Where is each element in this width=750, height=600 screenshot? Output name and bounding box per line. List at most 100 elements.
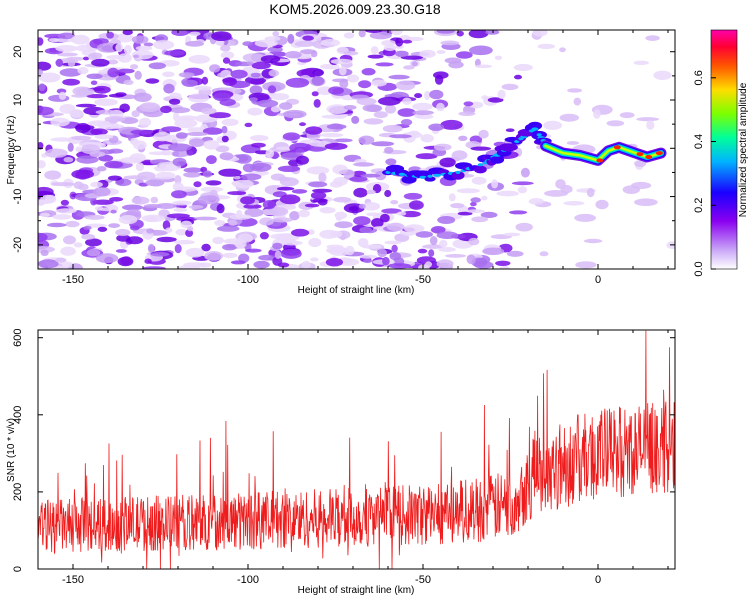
heatmap-blob [242,53,266,63]
heatmap-blob [515,222,533,232]
heatmap-blob [214,219,226,227]
heatmap-blob [118,215,138,225]
heatmap-blob [457,211,473,216]
heatmap-blob [328,86,344,95]
heatmap-blob [505,128,515,132]
heatmap-blob [291,189,308,194]
y-tick-label: -10 [12,189,24,205]
y-tick-label: 200 [12,483,24,501]
heatmap-blob [73,181,84,189]
heatmap-blob [116,234,131,242]
heatmap-blob [344,245,355,256]
heatmap-blob [320,132,344,138]
heatmap-blob [359,227,373,233]
heatmap-blob [63,235,76,245]
snr-y-axis-label: SNR (10 * v/v) [6,418,17,482]
heatmap-blob [76,87,95,96]
heatmap-blob [318,172,327,183]
heatmap-blob [276,186,295,191]
heatmap-blob [436,102,445,112]
heatmap-blob [168,98,181,105]
heatmap-blob [172,200,192,206]
heatmap-blob [383,44,397,52]
heatmap-blob [91,58,110,67]
heatmap-blob [188,31,201,36]
heatmap-blob [400,210,421,218]
heatmap-blob [71,135,92,141]
heatmap-blob [358,135,375,145]
heatmap-blob [310,191,327,200]
heatmap-blob [645,35,660,41]
heatmap-blob [339,78,349,89]
ridge-hotspot [613,145,621,150]
heatmap-blob [433,143,452,151]
heatmap-blob [339,66,347,76]
heatmap-blob [67,142,74,152]
heatmap-blob [221,118,239,127]
heatmap-blob [201,76,209,85]
heatmap-blob [289,211,300,221]
heatmap-blob [378,96,401,106]
heatmap-blob [57,52,78,57]
heatmap-blob [129,137,139,146]
heatmap-blob [178,264,200,269]
heatmap-blob [171,150,190,158]
heatmap-blob [145,179,165,187]
heatmap-blob [71,34,90,45]
heatmap-blob [311,91,319,97]
heatmap-blob [206,155,217,165]
heatmap-blob [173,240,195,245]
heatmap-blob [428,249,435,257]
x-tick-label: -100 [237,574,259,586]
heatmap-blob [469,45,493,56]
heatmap-blob [543,120,563,130]
heatmap-blob [52,214,72,220]
heatmap-blob [475,64,493,69]
heatmap-blob [209,112,231,119]
heatmap-blob [431,226,446,234]
heatmap-blob [145,215,158,223]
heatmap-blob [46,222,67,228]
heatmap-blob [135,45,153,51]
heatmap-blob [391,30,403,36]
heatmap-blob [270,105,281,113]
heatmap-blob [559,47,566,53]
heatmap-blob [300,49,317,55]
heatmap-blob [147,243,155,254]
heatmap-blob [133,54,140,59]
heatmap-blob [153,40,175,50]
heatmap-blob [400,55,424,60]
heatmap-x-axis-label: Height of straight line (km) [298,285,415,296]
heatmap-blob [302,35,314,41]
heatmap-blob [606,120,625,127]
snr-panel: -150 -100 -50 0 0 200 400 600 Height of straig… [6,329,676,596]
heatmap-blob [343,50,359,56]
y-tick-label: 0 [12,145,24,151]
heatmap-blob [253,260,270,269]
y-tick-label: 10 [12,94,24,106]
heatmap-blob [366,212,380,217]
heatmap-blob [357,238,369,248]
heatmap-blob [187,226,194,232]
heatmap-blob [251,142,266,148]
heatmap-blob [209,64,221,73]
heatmap-blob [272,256,283,266]
heatmap-blob [429,89,444,100]
heatmap-blob [139,102,161,113]
heatmap-blob [386,222,405,232]
heatmap-blob [85,223,108,228]
heatmap-blob [388,263,411,269]
snr-y-ticks: 0 200 400 600 [12,329,675,572]
heatmap-blob [221,135,229,143]
heatmap-blob [83,56,90,61]
heatmap-blob [445,254,467,258]
heatmap-blob [119,103,130,113]
heatmap-blob [358,203,366,209]
heatmap-blob [436,30,455,34]
heatmap-blob [144,258,152,264]
heatmap-blob [94,98,118,106]
trail-core [398,172,406,176]
heatmap-blob [456,188,480,194]
heatmap-blob [259,217,274,226]
heatmap-blob [369,31,392,40]
